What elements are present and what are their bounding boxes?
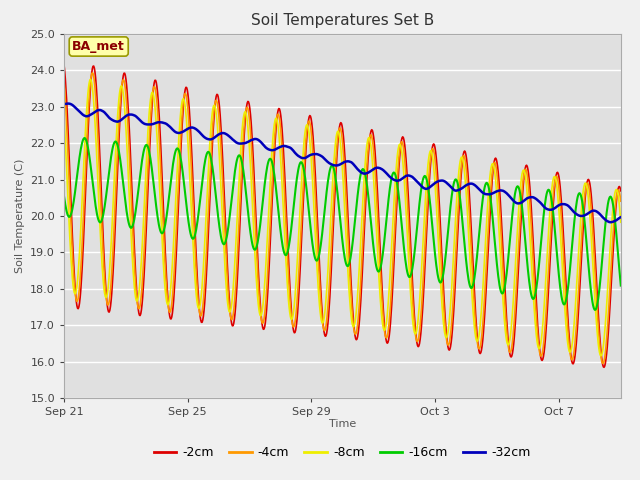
X-axis label: Time: Time — [329, 419, 356, 429]
Y-axis label: Soil Temperature (C): Soil Temperature (C) — [15, 159, 24, 273]
Legend: -2cm, -4cm, -8cm, -16cm, -32cm: -2cm, -4cm, -8cm, -16cm, -32cm — [149, 441, 536, 464]
Text: BA_met: BA_met — [72, 40, 125, 53]
Title: Soil Temperatures Set B: Soil Temperatures Set B — [251, 13, 434, 28]
